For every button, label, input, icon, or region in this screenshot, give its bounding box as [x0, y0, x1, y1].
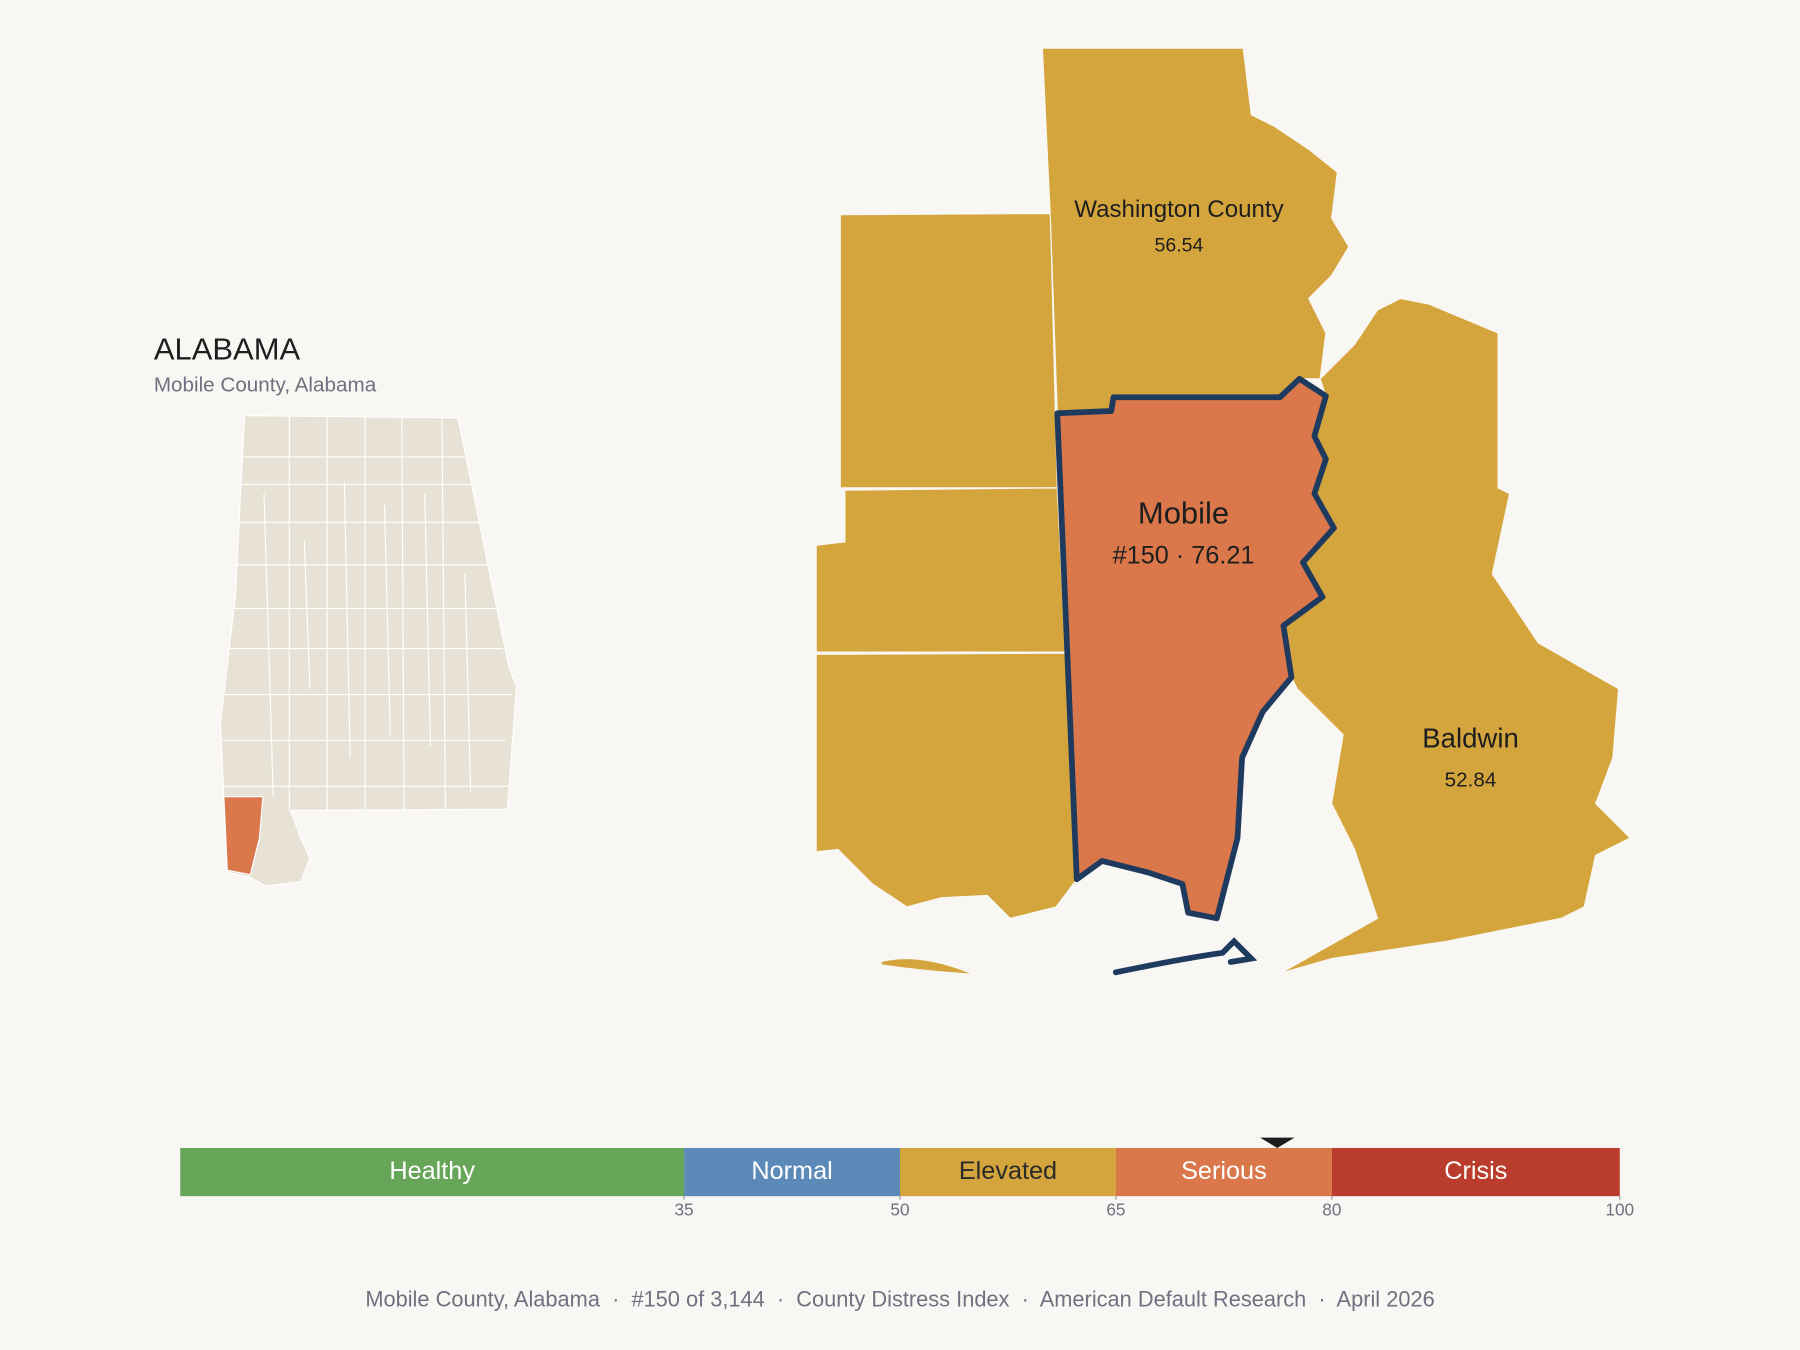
state-inset — [219, 414, 518, 887]
scale-band — [1115, 1147, 1332, 1197]
score-marker — [1260, 1137, 1295, 1148]
band-label: Crisis — [1444, 1157, 1507, 1185]
footer: Mobile County, Alabama · #150 of 3,144 ·… — [365, 1286, 1434, 1311]
scale-band — [900, 1147, 1116, 1197]
county-shape — [839, 212, 1058, 489]
county-shape — [815, 487, 1066, 653]
barrier-island — [881, 959, 971, 974]
county-score: 56.54 — [1155, 234, 1204, 256]
state-subtitle: Mobile County, Alabama — [154, 373, 377, 396]
county-map — [815, 47, 1632, 976]
band-label: Healthy — [389, 1157, 475, 1185]
dauphin-island — [1112, 937, 1258, 976]
county-name: Washington County — [1074, 196, 1283, 223]
mobile-inset — [223, 796, 264, 876]
county-mobile — [1054, 375, 1337, 922]
county-rank-score: #150 · 76.21 — [1113, 542, 1255, 570]
tick-label: 80 — [1322, 1200, 1341, 1220]
county-name: Mobile — [1138, 495, 1229, 530]
scale-band — [180, 1147, 685, 1197]
tick-label: 35 — [674, 1200, 693, 1220]
scale-band — [684, 1147, 900, 1197]
county-score: 52.84 — [1445, 768, 1497, 791]
scale-band — [1331, 1147, 1620, 1197]
band-label: Elevated — [959, 1157, 1057, 1185]
tick-label: 50 — [890, 1200, 909, 1220]
distress-scale: Healthy Normal Elevated Serious Crisis 35 50 65… — [180, 1137, 1634, 1220]
band-label: Normal — [751, 1157, 832, 1185]
county-name: Baldwin — [1422, 722, 1518, 753]
band-label: Serious — [1181, 1157, 1267, 1185]
tick-label: 100 — [1605, 1200, 1634, 1220]
tick-label: 65 — [1106, 1200, 1125, 1220]
state-title: ALABAMA — [154, 331, 301, 366]
county-lines — [221, 415, 512, 811]
